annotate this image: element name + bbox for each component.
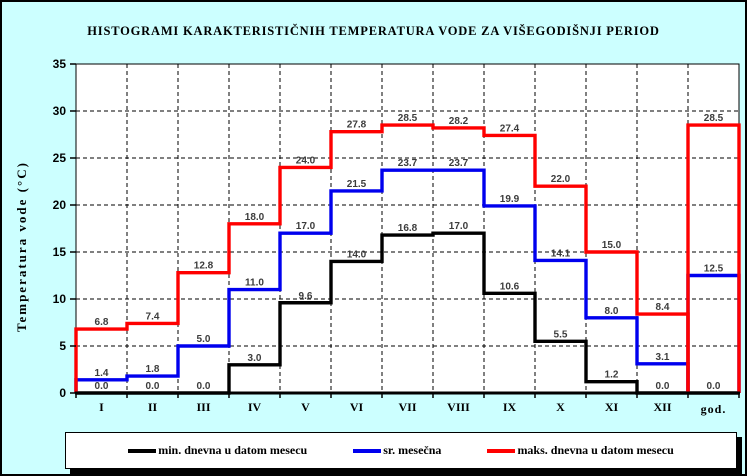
- value-label-min: 1.2: [605, 370, 619, 381]
- series-max-annual: [686, 123, 741, 393]
- legend-item-max: maks. dnevna u datom mesecu: [487, 443, 674, 458]
- value-label-max: 22.0: [551, 174, 571, 185]
- value-label-max: 27.4: [500, 123, 520, 134]
- legend-item-min: min. dnevna u datom mesecu: [128, 443, 307, 458]
- month-label: XI: [605, 400, 619, 414]
- y-tick-label: 10: [53, 292, 67, 306]
- value-label-avg: 23.7: [449, 158, 469, 169]
- month-label: X: [556, 400, 565, 414]
- value-label-max: 28.2: [449, 116, 469, 127]
- y-tick-label: 0: [59, 386, 66, 400]
- value-label-avg: 17.0: [296, 221, 316, 232]
- value-label-min: 5.5: [554, 329, 568, 340]
- avg-line-swatch: [353, 448, 382, 453]
- value-label-avg: 23.7: [398, 158, 418, 169]
- series-max-line: [74, 123, 690, 393]
- month-label: II: [148, 400, 158, 414]
- value-label-avg: 5.0: [197, 334, 211, 345]
- value-label-max: 8.4: [656, 302, 670, 313]
- max-line-swatch: [487, 448, 516, 453]
- value-label-max: 24.0: [296, 155, 316, 166]
- value-label-min: 0.0: [146, 381, 160, 392]
- value-label-avg: 3.1: [656, 352, 670, 363]
- month-label: IX: [503, 400, 517, 414]
- chart-title: HISTOGRAMI KARAKTERISTIČNIH TEMPERATURA …: [87, 24, 660, 38]
- value-label-max: 6.8: [95, 317, 109, 328]
- value-label-avg: 1.4: [95, 368, 109, 379]
- value-label-avg: 14.1: [551, 248, 571, 259]
- legend: min. dnevna u datom mesecu sr. mesečna m…: [65, 432, 737, 469]
- month-label: VIII: [447, 400, 470, 414]
- y-tick-label: 30: [53, 104, 67, 118]
- annual-label: god.: [701, 402, 727, 416]
- y-tick-label: 5: [59, 339, 66, 353]
- month-label: III: [196, 400, 210, 414]
- series-avg-line: [74, 168, 690, 393]
- y-tick-label: 35: [53, 57, 67, 71]
- value-label-min: 17.0: [449, 221, 469, 232]
- legend-label-min: min. dnevna u datom mesecu: [158, 443, 308, 457]
- month-label: VII: [398, 400, 416, 414]
- value-label-avg: 8.0: [605, 306, 619, 317]
- value-label-avg: 11.0: [245, 278, 264, 289]
- value-label-max: 28.5: [398, 113, 418, 124]
- month-label: VI: [350, 400, 364, 414]
- value-label-min: 0.0: [197, 381, 211, 392]
- value-label-max: 12.8: [194, 261, 214, 272]
- month-label: XII: [653, 400, 671, 414]
- value-label-max-annual: 28.5: [704, 113, 724, 124]
- value-label-avg: 1.8: [146, 364, 160, 375]
- value-label-avg: 21.5: [347, 179, 367, 190]
- value-label-avg: 19.9: [500, 194, 520, 205]
- value-label-max: 27.8: [347, 120, 367, 131]
- value-label-min: 14.0: [347, 249, 367, 260]
- legend-label-avg: sr. mesečna: [383, 443, 442, 457]
- value-label-min-annual: 0.0: [707, 381, 721, 392]
- month-label: V: [301, 400, 310, 414]
- series-min-line: [76, 231, 688, 395]
- value-label-min: 3.0: [248, 353, 262, 364]
- value-label-min: 16.8: [398, 223, 418, 234]
- min-line-swatch: [128, 448, 157, 453]
- legend-item-avg: sr. mesečna: [353, 443, 441, 458]
- value-label-min: 10.6: [500, 281, 520, 292]
- y-tick-label: 20: [53, 198, 67, 212]
- y-tick-label: 15: [53, 245, 67, 259]
- value-label-avg-annual: 12.5: [704, 264, 724, 275]
- value-label-max: 18.0: [245, 212, 265, 223]
- value-label-max: 7.4: [146, 311, 160, 322]
- value-label-min: 0.0: [656, 381, 670, 392]
- legend-label-max: maks. dnevna u datom mesecu: [517, 443, 674, 457]
- month-label: I: [99, 400, 104, 414]
- value-label-min: 0.0: [95, 381, 109, 392]
- value-label-min: 9.6: [299, 291, 313, 302]
- month-label: IV: [248, 400, 262, 414]
- y-tick-label: 25: [53, 151, 67, 165]
- value-label-max: 15.0: [602, 240, 622, 251]
